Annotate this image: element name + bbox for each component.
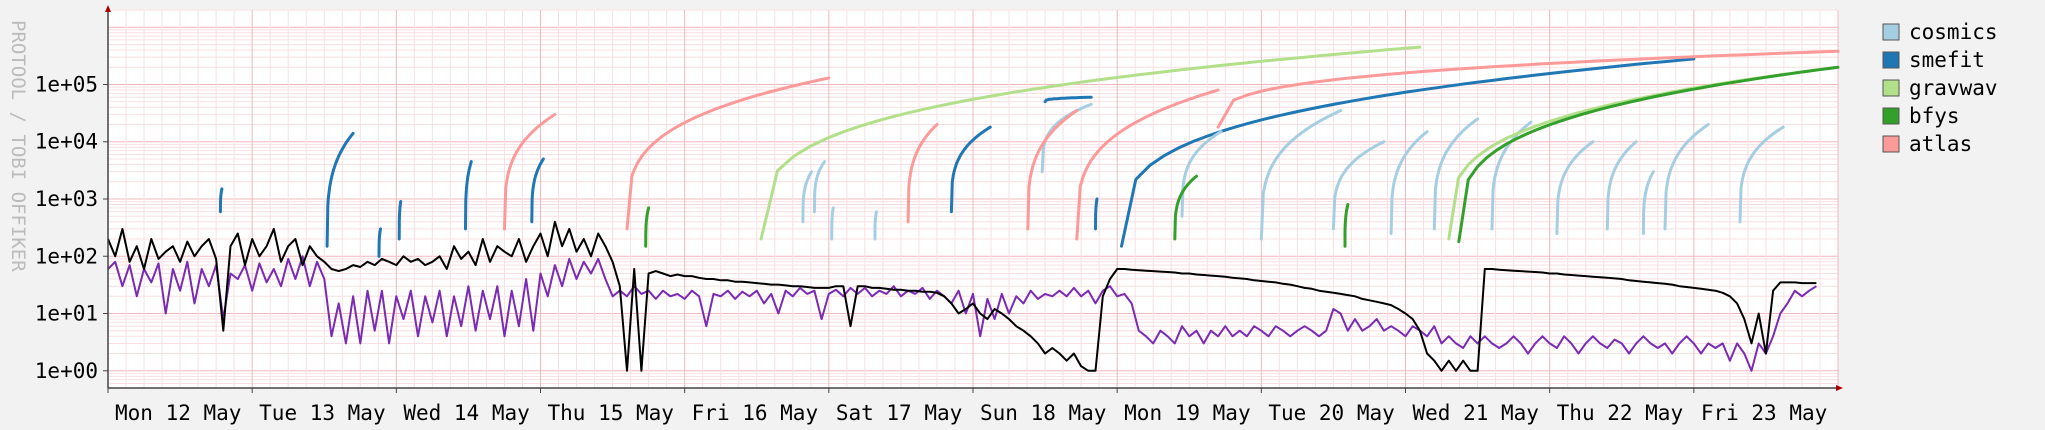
x-tick-label: Wed 21 May [1413, 401, 1539, 425]
x-tick-label: Mon 19 May [1124, 401, 1250, 425]
smefit-series-line [397, 200, 403, 241]
bfys-series-line [1173, 174, 1198, 241]
smefit-legend-label: smefit [1909, 48, 1985, 72]
cosmics-series-line [1259, 109, 1343, 241]
y-tick-label: 1e+04 [35, 130, 98, 154]
x-tick-label: Fri 23 May [1701, 401, 1827, 425]
cosmics-series-line [1663, 123, 1710, 231]
smefit-series-line [325, 131, 355, 248]
grid [107, 9, 1839, 389]
y-tick-labels: 1e+00 1e+01 1e+02 1e+03 1e+04 1e+05 [35, 72, 108, 383]
x-tick-label: Tue 13 May [259, 401, 385, 425]
gravwav-legend-label: gravwav [1909, 76, 1998, 100]
y-tick-label: 1e+02 [35, 244, 98, 268]
cosmics-series-line [1432, 117, 1480, 231]
atlas-series-line [1075, 88, 1220, 241]
cosmics-legend-swatch [1882, 23, 1900, 41]
cosmics-series-line [1555, 140, 1595, 235]
y-tick-label: 1e+05 [35, 72, 98, 96]
cosmics-series-line [1605, 140, 1638, 231]
x-tick-label: Sat 17 May [836, 401, 962, 425]
bfys-legend-label: bfys [1909, 104, 1960, 128]
x-tick-labels: Mon 12 May Tue 13 May Wed 14 May Thu 15 May… [107, 388, 1827, 425]
smefit-series-line [218, 187, 224, 214]
cosmics-series-line [801, 170, 813, 224]
x-axis-arrow-icon [1836, 385, 1843, 391]
y-tick-label: 1e+00 [35, 359, 98, 383]
x-tick-label: Thu 15 May [548, 401, 674, 425]
bfys-legend-swatch [1882, 107, 1900, 125]
smefit-series-line [377, 227, 382, 258]
cosmics-series-line [812, 160, 826, 214]
cosmics-series-line [1641, 170, 1655, 235]
legend: cosmics smefit gravwav bfys atlas [1882, 20, 1998, 156]
bfys-series-line [644, 206, 651, 248]
y-tick-label: 1e+03 [35, 187, 98, 211]
x-tick-label: Mon 12 May [115, 401, 241, 425]
smefit-series-line [1043, 95, 1093, 104]
series-layer [107, 45, 1840, 372]
smefit-series-line [949, 125, 992, 214]
cosmics-series-line [1331, 140, 1386, 231]
smefit-series-line [530, 157, 545, 224]
x-tick-label: Sun 18 May [980, 401, 1106, 425]
bfys-series-line [1343, 203, 1350, 248]
x-tick-label: Fri 16 May [692, 401, 818, 425]
gravwav-legend-swatch [1882, 79, 1900, 97]
atlas-series-line [1026, 109, 1079, 231]
rate-series-line-1 [107, 255, 1817, 372]
y-axis-arrow-icon [105, 5, 111, 12]
atlas-legend-swatch [1882, 135, 1900, 153]
gravwav-series-line [759, 45, 1422, 241]
bfys-series-line [1457, 65, 1840, 244]
atlas-legend-label: atlas [1909, 132, 1972, 156]
x-tick-label: Wed 14 May [403, 401, 529, 425]
cosmics-series-line [830, 206, 835, 241]
smefit-legend-swatch [1882, 51, 1900, 69]
cosmics-series-line [873, 210, 878, 241]
smefit-series-line [1094, 197, 1099, 231]
smefit-series-line [464, 160, 473, 231]
atlas-series-line [625, 76, 831, 231]
cosmics-series-line [1180, 130, 1223, 218]
cosmics-legend-label: cosmics [1909, 20, 1998, 44]
atlas-series-line [906, 123, 939, 224]
x-tick-label: Thu 22 May [1557, 401, 1683, 425]
y-axis-label: PROTOOL / TOBI OFFIKER [7, 20, 29, 272]
rate-series-line-2 [107, 220, 1817, 372]
atlas-series-line [503, 112, 557, 231]
atlas-series-line [1216, 49, 1840, 129]
cosmics-series-line [1738, 125, 1785, 224]
x-tick-label: Tue 20 May [1268, 401, 1394, 425]
cosmics-series-line [1389, 130, 1429, 235]
y-tick-label: 1e+01 [35, 302, 98, 326]
